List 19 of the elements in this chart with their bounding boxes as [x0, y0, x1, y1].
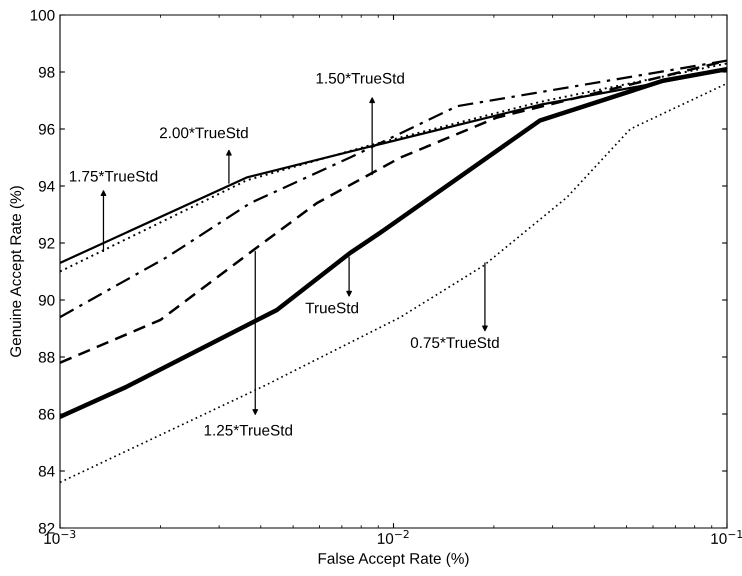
y-tick-label: 94	[38, 180, 55, 192]
annotation: 1.25*TrueStd	[204, 424, 292, 436]
annotation: TrueStd	[306, 302, 358, 314]
y-tick-label: 90	[38, 294, 55, 306]
y-axis-title: Genuine Accept Rate (%)	[10, 186, 24, 357]
annotation: 1.75*TrueStd	[70, 170, 158, 182]
annotation: 1.50*TrueStd	[316, 72, 404, 84]
y-tick-label: 88	[38, 352, 54, 363]
annotation: 0.75*TrueStd	[410, 336, 499, 348]
y-tick-label: 92	[38, 238, 54, 249]
annotation: 2.00*TrueStd	[160, 127, 248, 138]
x-tick-label: 10$^{−1}$	[711, 530, 742, 544]
y-tick-label: 98	[38, 66, 54, 78]
x-tick-label: 10$^{−2}$	[378, 530, 409, 544]
y-tick-label: 100	[30, 10, 55, 21]
x-axis-title: False Accept Rate (%)	[318, 552, 469, 567]
y-tick-label: 96	[38, 124, 54, 135]
y-tick-label: 84	[38, 466, 55, 477]
y-tick-label: 86	[38, 408, 54, 420]
